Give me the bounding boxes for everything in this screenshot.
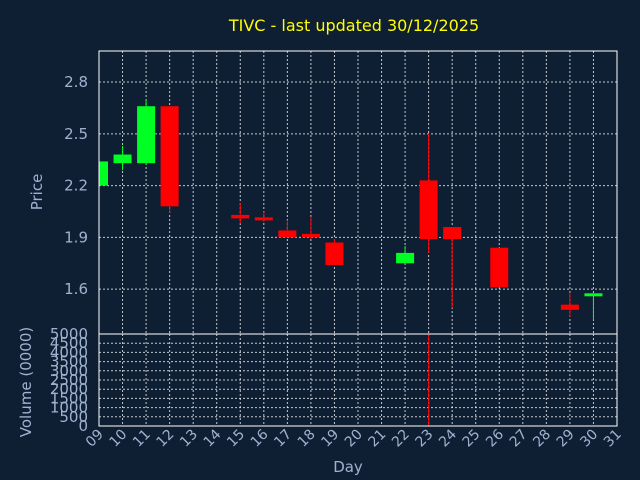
candle-body: [325, 242, 344, 265]
price-tick-label: 2.5: [64, 125, 88, 143]
volume-tick-label: 3500: [50, 353, 88, 371]
volume-tick-label: 0: [78, 417, 88, 435]
volume-plot-frame: [98, 333, 618, 427]
x-tick-label: 13: [177, 427, 201, 451]
candle-body: [160, 106, 179, 207]
price-tick-label: 2.2: [64, 177, 88, 195]
candle-body: [560, 304, 579, 310]
x-tick-label: 21: [365, 427, 389, 451]
x-tick-label: 12: [154, 427, 178, 451]
x-tick-label: 17: [271, 427, 295, 451]
chart-title: TIVC - last updated 30/12/2025: [228, 16, 479, 35]
price-tick-label: 1.9: [64, 228, 88, 246]
x-tick-label: 27: [507, 427, 531, 451]
x-tick-label: 11: [130, 427, 154, 451]
volume-tick-label: 1000: [50, 399, 88, 417]
x-tick-label: 16: [248, 426, 272, 450]
candle-body: [419, 180, 438, 240]
x-tick-label: 23: [413, 427, 437, 451]
volume-tick-label: 500: [59, 408, 88, 426]
candle-body: [137, 106, 156, 164]
x-tick-label: 20: [342, 427, 366, 451]
x-tick-label: 28: [530, 427, 554, 451]
x-tick-label: 22: [389, 427, 413, 451]
candle-body: [301, 233, 320, 238]
price-tick-label: 2.8: [64, 73, 88, 91]
x-tick-label: 25: [460, 427, 484, 451]
x-tick-label: 30: [577, 427, 601, 451]
candles: [98, 99, 603, 321]
candle-body: [490, 247, 509, 288]
x-tick-label: 18: [295, 427, 319, 451]
x-axis-label: Day: [333, 458, 363, 476]
candle-body: [254, 217, 273, 221]
x-tick-label: 19: [318, 427, 342, 451]
x-tick-label: 31: [601, 427, 625, 451]
candle-body: [584, 293, 603, 297]
volume-axis-label: Volume (0000): [17, 327, 35, 437]
x-tick-label: 29: [554, 427, 578, 451]
price-axis-label: Price: [28, 174, 46, 211]
x-tick-label: 14: [201, 426, 225, 450]
price-tick-labels: 1.6 1.9 2.2 2.5 2.8: [64, 73, 88, 298]
x-tick-label: 10: [106, 427, 130, 451]
x-tick-label: 24: [436, 426, 460, 450]
volume-tick-label: 5000: [50, 325, 88, 343]
candle-body: [278, 230, 297, 238]
candle-body: [231, 214, 250, 219]
candle-body: [443, 227, 462, 240]
x-tick-labels: 09 10 11 12 13 14 15 16 17 18 19 20 21 22 23 24 25 26 27 28…: [83, 426, 625, 450]
x-tick-label: 15: [224, 427, 248, 451]
candle-body: [396, 252, 415, 264]
volume-tick-label: 4000: [50, 343, 88, 361]
volume-tick-label: 1500: [50, 389, 88, 407]
x-tick-label: 26: [483, 426, 507, 450]
volume-tick-label: 2500: [50, 371, 88, 389]
volume-tick-label: 2000: [50, 380, 88, 398]
candle-body: [99, 161, 108, 186]
volume-tick-label: 4500: [50, 334, 88, 352]
volume-grid: [98, 334, 618, 426]
volume-tick-label: 3000: [50, 362, 88, 380]
candle-body: [113, 154, 132, 164]
price-tick-label: 1.6: [64, 280, 88, 298]
